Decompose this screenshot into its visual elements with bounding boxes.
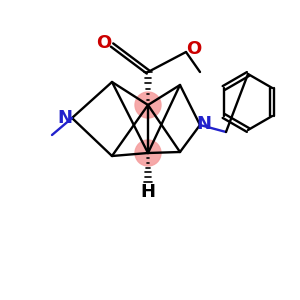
Text: N: N bbox=[196, 115, 211, 133]
Text: O: O bbox=[96, 34, 112, 52]
Text: O: O bbox=[186, 40, 202, 58]
Text: N: N bbox=[58, 109, 73, 127]
Text: H: H bbox=[140, 183, 155, 201]
Circle shape bbox=[135, 140, 161, 166]
Circle shape bbox=[135, 92, 161, 118]
